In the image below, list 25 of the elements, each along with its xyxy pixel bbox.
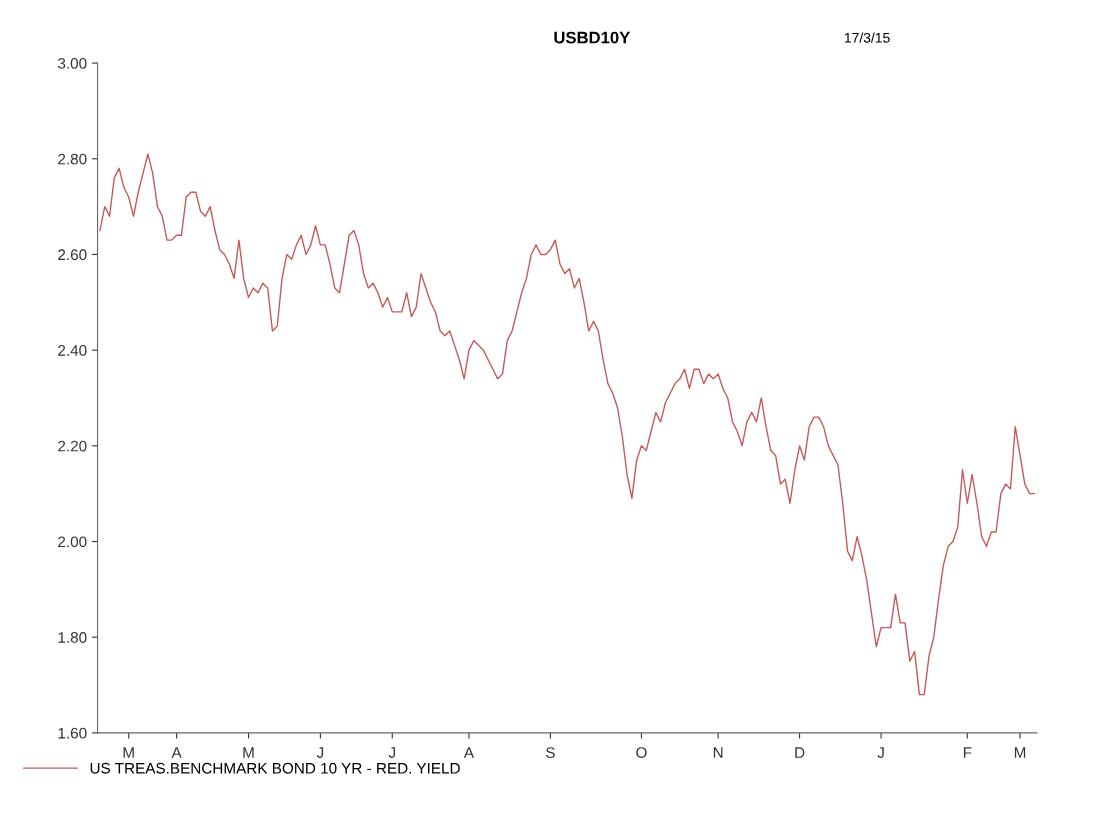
x-tick-label: O (636, 747, 647, 758)
text: 17/3/15 (844, 32, 890, 43)
x-tick-label: D (795, 747, 805, 758)
x-tick-label: M (123, 747, 134, 758)
x-tick-label: F (963, 747, 972, 758)
x-tick-label: N (713, 747, 723, 758)
x-tick-label: J (388, 747, 395, 758)
x-tick-label: J (877, 747, 884, 758)
x-tick-label: A (171, 747, 182, 758)
x-tick-label: J (316, 747, 324, 758)
y-tick-label: 2.80 (58, 153, 87, 165)
chart-title: USBD10Y (554, 31, 631, 44)
y-tick-label: 1.80 (58, 632, 87, 643)
legend-label: US TREAS.BENCHMARK BOND 10 YR - RED. YIELD (90, 762, 460, 774)
y-tick-label: 2.00 (58, 536, 87, 548)
y-tick-label: 3.00 (57, 57, 87, 69)
y-tick-label: 2.20 (58, 440, 87, 452)
x-tick-label: M (1014, 747, 1026, 758)
x-tick-label: A (463, 747, 474, 758)
x-tick-label: M (243, 747, 254, 758)
x-tick-label: S (546, 747, 555, 758)
y-tick-label: 2.40 (58, 345, 87, 356)
y-tick-label: 2.60 (58, 249, 87, 261)
y-tick-label: 1.60 (58, 727, 87, 739)
line-series (99, 153, 1036, 696)
